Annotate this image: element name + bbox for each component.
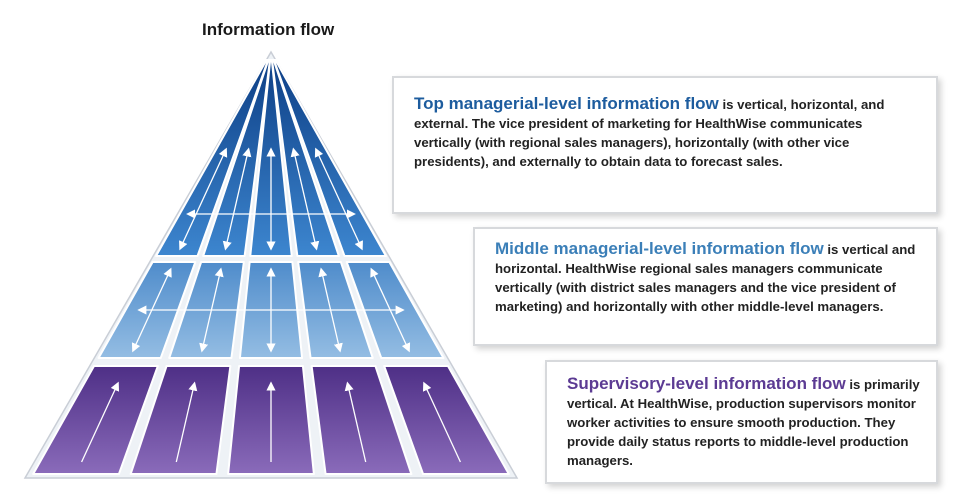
- middle-level-description: Middle managerial-level information flow…: [473, 227, 938, 346]
- supervisory-tier-cell: [129, 365, 232, 475]
- vertical-two-way-arrow: [222, 147, 252, 251]
- vertical-upward-arrow: [422, 381, 461, 463]
- top-level-text: is vertical, horizontal, and external. T…: [414, 97, 885, 169]
- supervisory-tier-cell: [32, 365, 159, 475]
- vertical-two-way-arrow: [314, 147, 363, 251]
- top-level-heading: Top managerial-level information flow: [414, 94, 719, 113]
- middle-level-text: is vertical and horizontal. HealthWise r…: [495, 242, 916, 314]
- vertical-upward-arrow: [81, 381, 120, 463]
- vertical-two-way-arrow: [179, 147, 228, 251]
- supervisory-level-heading: Supervisory-level information flow: [567, 374, 846, 393]
- supervisory-tier-cell: [383, 365, 510, 475]
- flow-arrows: [81, 147, 461, 463]
- vertical-upward-arrow: [175, 381, 198, 463]
- supervisory-level-description: Supervisory-level information flow is pr…: [545, 360, 938, 484]
- supervisory-tier-cell: [310, 365, 413, 475]
- top-level-description: Top managerial-level information flow is…: [392, 76, 938, 214]
- diagram-title: Information flow: [202, 20, 335, 39]
- vertical-two-way-arrow: [290, 147, 320, 251]
- supervisory-level-text: is primarily vertical. At HealthWise, pr…: [567, 377, 920, 468]
- vertical-upward-arrow: [344, 381, 367, 463]
- middle-level-heading: Middle managerial-level information flow: [495, 239, 824, 258]
- supervisory-tier-cells: [32, 365, 510, 475]
